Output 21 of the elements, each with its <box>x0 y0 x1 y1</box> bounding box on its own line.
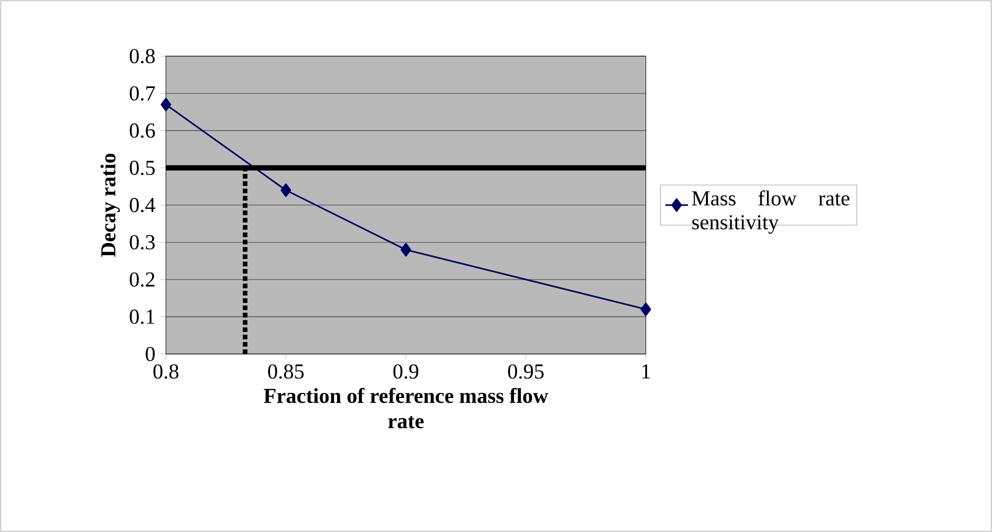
legend-label: Mass flow rate sensitivity <box>692 190 850 234</box>
point <box>640 302 652 316</box>
x-axis-title: Fraction of reference mass flow rate <box>264 388 548 428</box>
point <box>280 183 292 197</box>
x-tick-label: 0.8 <box>153 364 178 379</box>
y-tick-label: 0.6 <box>130 123 155 138</box>
y-tick-label: 0.3 <box>130 235 155 250</box>
y-tick-label: 0.7 <box>130 86 155 101</box>
y-tick-label: 0.2 <box>130 272 154 287</box>
y-tick-label: 0.4 <box>130 198 156 212</box>
y-axis-title: Decay ratio <box>100 154 120 257</box>
y-tick-label: 0.5 <box>130 160 155 176</box>
x-tick-label: 0.9 <box>393 364 418 379</box>
y-tick-label: 0.8 <box>130 48 155 64</box>
x-tick-label: 0.85 <box>268 364 304 379</box>
y-tick-label: 0.1 <box>130 310 154 324</box>
x-tick-label: 0.95 <box>508 364 544 379</box>
point <box>400 242 412 257</box>
x-tick-label: 1 <box>642 364 650 378</box>
point <box>160 98 172 112</box>
y-tick-label: 0 <box>146 346 155 362</box>
